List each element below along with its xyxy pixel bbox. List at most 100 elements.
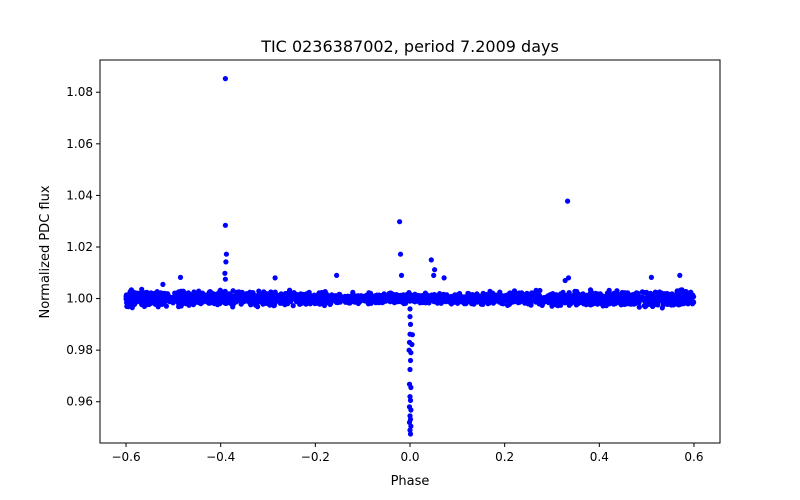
baseline-point [352,296,358,302]
baseline-point [347,297,353,304]
baseline-point [279,292,285,299]
data-point [648,274,655,280]
baseline-point [211,301,218,307]
baseline-point [138,299,144,305]
x-axis-label: Phase [391,474,430,489]
baseline-point [201,298,207,304]
baseline-point [674,288,680,295]
baseline-point [431,292,437,298]
data-point [409,332,415,338]
baseline-point [310,297,316,303]
baseline-point [287,287,293,293]
baseline-point [619,289,625,296]
baseline-point [387,290,393,296]
baseline-point [413,294,419,300]
baseline-point [162,294,169,300]
baseline-point [638,296,644,302]
baseline-point [665,291,671,297]
baseline-point [172,290,178,296]
baseline-point [181,290,187,296]
baseline-point [572,296,578,302]
baseline-point [223,300,229,306]
x-tick-label: 0.0 [400,450,419,464]
baseline-point [323,293,329,299]
data-point [441,275,447,281]
data-point [222,76,228,82]
baseline-point [580,294,586,300]
baseline-point [614,288,620,294]
baseline-point [533,287,539,293]
baseline-point [503,293,509,300]
baseline-point [214,297,220,303]
baseline-point [262,296,268,302]
baseline-point [519,293,525,299]
data-point [222,270,228,276]
baseline-point [306,296,312,302]
data-point [407,306,413,312]
baseline-point [203,292,209,298]
x-axis: −0.6 −0.4 −0.2 0.0 0.2 0.4 0.6 [111,443,704,464]
baseline-point [594,299,600,305]
baseline-point [684,291,690,297]
baseline-point [177,295,183,302]
baseline-point [679,287,685,293]
baseline-point [423,300,429,306]
baseline-point [160,290,166,297]
baseline-point [316,299,323,305]
baseline-point [272,294,279,300]
data-point [177,274,184,280]
baseline-point [291,290,297,296]
baseline-point [268,295,274,301]
baseline-point [521,298,527,304]
baseline-point [194,293,200,299]
baseline-point [317,294,323,300]
baseline-point [541,296,547,302]
x-tick-label: −0.4 [206,450,235,464]
baseline-scatter-layer [123,286,697,311]
baseline-point [297,297,303,303]
baseline-point [368,297,374,303]
baseline-point [389,295,395,301]
baseline-point [457,296,463,302]
baseline-point [568,293,575,299]
baseline-point [152,291,158,297]
baseline-point [431,299,437,305]
baseline-point [618,293,624,299]
data-point [398,272,405,278]
data-point [562,277,568,284]
baseline-point [535,292,541,298]
data-point [222,222,228,228]
data-point [408,350,414,356]
baseline-point [556,297,563,303]
baseline-point [186,300,192,307]
baseline-point [185,290,191,296]
baseline-point [687,298,693,304]
baseline-point [537,300,543,306]
baseline-point [440,297,446,303]
baseline-point [167,297,173,303]
baseline-point [153,296,159,302]
baseline-point [506,298,512,304]
baseline-point [412,299,418,305]
baseline-point [187,296,193,302]
baseline-point [530,296,537,302]
data-point [160,281,166,287]
baseline-point [340,294,346,300]
data-point [407,366,413,373]
x-tick-label: 0.2 [495,450,514,464]
baseline-point [437,291,443,297]
baseline-point [229,298,235,304]
chart-title: TIC 0236387002, period 7.2009 days [260,37,559,56]
baseline-point [665,299,672,305]
baseline-point [393,298,399,304]
baseline-point [290,303,296,309]
baseline-point [461,301,467,307]
baseline-point [639,289,646,295]
baseline-point [525,298,531,304]
baseline-point [549,303,555,309]
baseline-point [230,288,236,294]
y-axis-label: Normalized PDC flux [38,185,53,318]
baseline-point [178,303,184,309]
y-tick-label: 1.06 [66,137,93,151]
baseline-point [250,290,256,296]
